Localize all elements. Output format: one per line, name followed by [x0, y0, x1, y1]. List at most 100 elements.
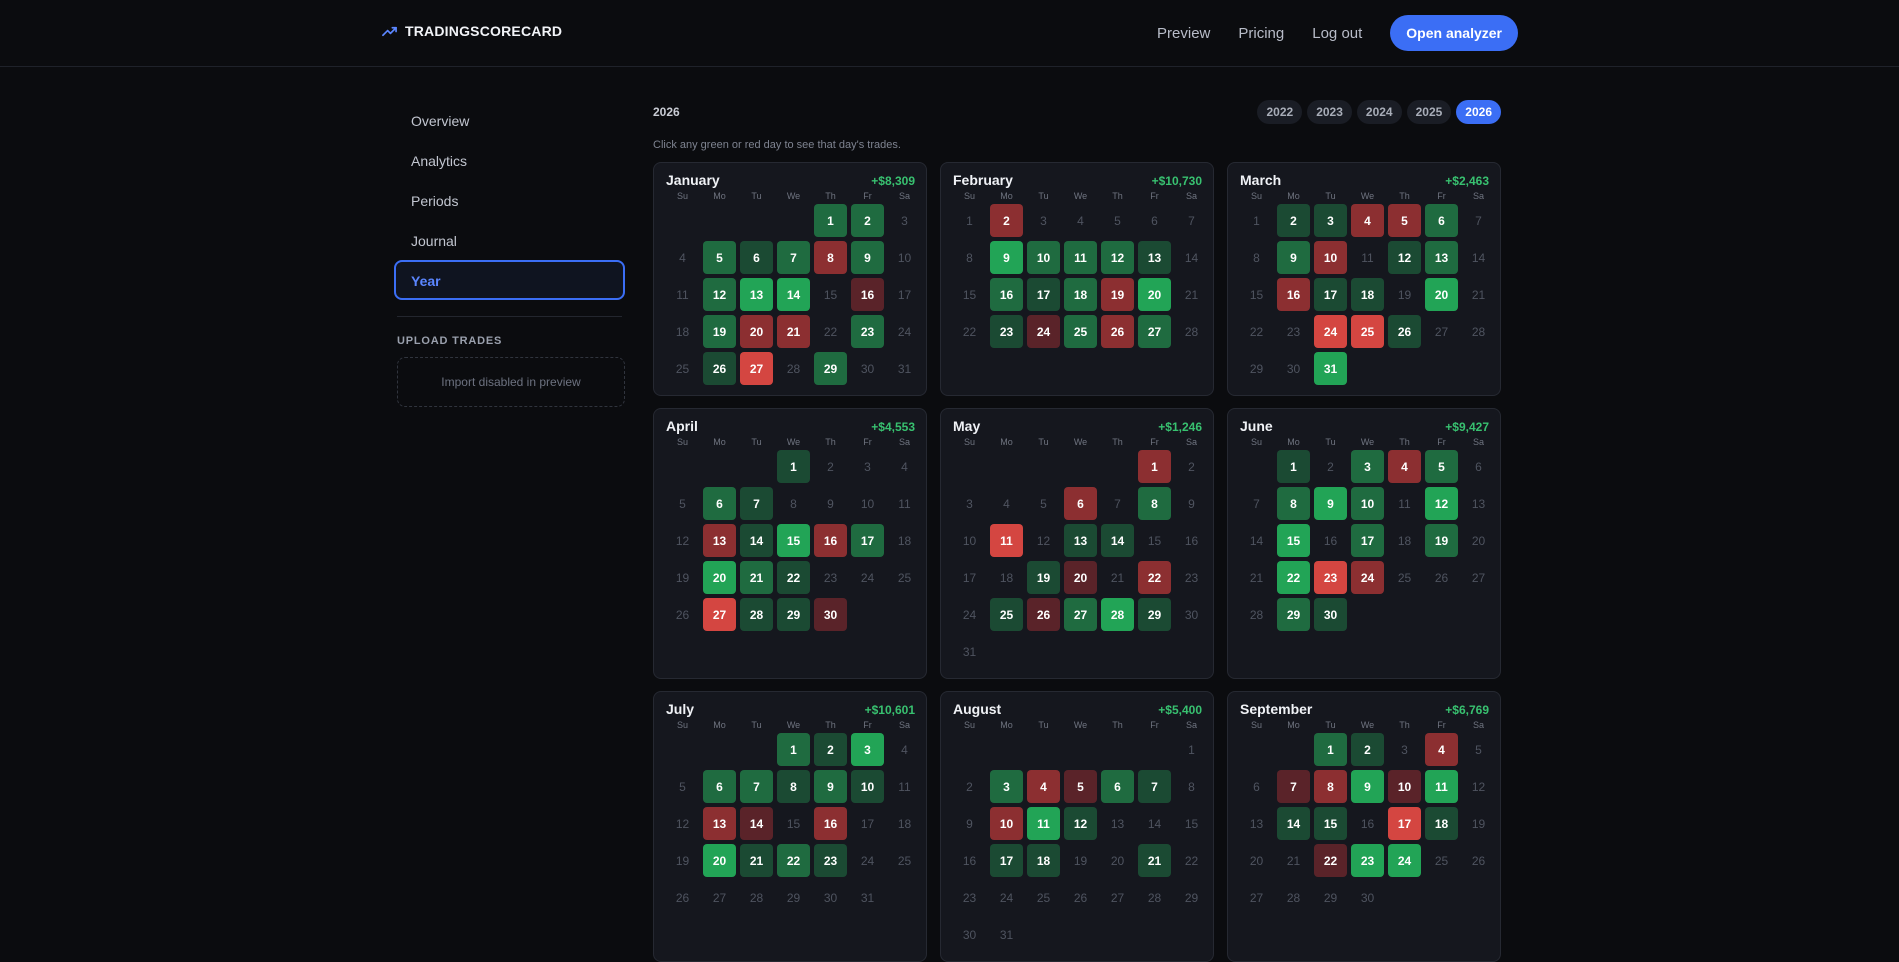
trade-day-cell[interactable]: 21 [777, 315, 810, 348]
trade-day-cell[interactable]: 26 [1027, 598, 1060, 631]
trade-day-cell[interactable]: 9 [851, 241, 884, 274]
trade-day-cell[interactable]: 7 [740, 487, 773, 520]
trade-day-cell[interactable]: 7 [740, 770, 773, 803]
trade-day-cell[interactable]: 1 [777, 450, 810, 483]
trade-day-cell[interactable]: 2 [990, 204, 1023, 237]
trade-day-cell[interactable]: 12 [1425, 487, 1458, 520]
trade-day-cell[interactable]: 28 [1101, 598, 1134, 631]
trade-day-cell[interactable]: 9 [1314, 487, 1347, 520]
trade-day-cell[interactable]: 29 [777, 598, 810, 631]
trade-day-cell[interactable]: 30 [1314, 598, 1347, 631]
trade-day-cell[interactable]: 5 [703, 241, 736, 274]
trade-day-cell[interactable]: 14 [740, 807, 773, 840]
trade-day-cell[interactable]: 10 [990, 807, 1023, 840]
trade-day-cell[interactable]: 29 [1277, 598, 1310, 631]
trade-day-cell[interactable]: 22 [1138, 561, 1171, 594]
trade-day-cell[interactable]: 15 [777, 524, 810, 557]
sidebar-item-analytics[interactable]: Analytics [411, 153, 468, 169]
trade-day-cell[interactable]: 10 [1351, 487, 1384, 520]
trade-day-cell[interactable]: 5 [1388, 204, 1421, 237]
trade-day-cell[interactable]: 13 [1425, 241, 1458, 274]
trade-day-cell[interactable]: 6 [1064, 487, 1097, 520]
year-pill-2026[interactable]: 2026 [1456, 100, 1501, 124]
trade-day-cell[interactable]: 8 [1277, 487, 1310, 520]
trade-day-cell[interactable]: 31 [1314, 352, 1347, 385]
trade-day-cell[interactable]: 28 [740, 598, 773, 631]
trade-day-cell[interactable]: 10 [1027, 241, 1060, 274]
trade-day-cell[interactable]: 9 [1351, 770, 1384, 803]
year-pill-2025[interactable]: 2025 [1406, 100, 1452, 124]
trade-day-cell[interactable]: 12 [1388, 241, 1421, 274]
trade-day-cell[interactable]: 10 [851, 770, 884, 803]
trade-day-cell[interactable]: 26 [703, 352, 736, 385]
trade-day-cell[interactable]: 13 [1138, 241, 1171, 274]
trade-day-cell[interactable]: 6 [740, 241, 773, 274]
trade-day-cell[interactable]: 25 [1351, 315, 1384, 348]
open-analyzer-button[interactable]: Open analyzer [1390, 15, 1518, 51]
trade-day-cell[interactable]: 2 [851, 204, 884, 237]
trade-day-cell[interactable]: 11 [1027, 807, 1060, 840]
trade-day-cell[interactable]: 2 [1277, 204, 1310, 237]
trade-day-cell[interactable]: 1 [814, 204, 847, 237]
trade-day-cell[interactable]: 22 [777, 844, 810, 877]
trade-day-cell[interactable]: 6 [703, 487, 736, 520]
trade-day-cell[interactable]: 20 [1425, 278, 1458, 311]
year-pill-2022[interactable]: 2022 [1257, 100, 1303, 124]
trade-day-cell[interactable]: 20 [740, 315, 773, 348]
trade-day-cell[interactable]: 16 [851, 278, 884, 311]
logo[interactable]: TRADINGSCORECARD [382, 23, 562, 39]
trade-day-cell[interactable]: 9 [1277, 241, 1310, 274]
sidebar-item-overview[interactable]: Overview [411, 113, 470, 129]
trade-day-cell[interactable]: 22 [777, 561, 810, 594]
trade-day-cell[interactable]: 15 [1277, 524, 1310, 557]
trade-day-cell[interactable]: 17 [1027, 278, 1060, 311]
trade-day-cell[interactable]: 7 [777, 241, 810, 274]
trade-day-cell[interactable]: 17 [990, 844, 1023, 877]
trade-day-cell[interactable]: 25 [990, 598, 1023, 631]
trade-day-cell[interactable]: 11 [990, 524, 1023, 557]
trade-day-cell[interactable]: 29 [814, 352, 847, 385]
trade-day-cell[interactable]: 4 [1425, 733, 1458, 766]
trade-day-cell[interactable]: 27 [1064, 598, 1097, 631]
trade-day-cell[interactable]: 9 [814, 770, 847, 803]
trade-day-cell[interactable]: 22 [1277, 561, 1310, 594]
trade-day-cell[interactable]: 23 [851, 315, 884, 348]
trade-day-cell[interactable]: 10 [1314, 241, 1347, 274]
trade-day-cell[interactable]: 21 [740, 844, 773, 877]
trade-day-cell[interactable]: 14 [1277, 807, 1310, 840]
trade-day-cell[interactable]: 4 [1351, 204, 1384, 237]
trade-day-cell[interactable]: 7 [1277, 770, 1310, 803]
trade-day-cell[interactable]: 3 [851, 733, 884, 766]
trade-day-cell[interactable]: 22 [1314, 844, 1347, 877]
trade-day-cell[interactable]: 10 [1388, 770, 1421, 803]
trade-day-cell[interactable]: 20 [1064, 561, 1097, 594]
trade-day-cell[interactable]: 8 [814, 241, 847, 274]
trade-day-cell[interactable]: 4 [1388, 450, 1421, 483]
trade-day-cell[interactable]: 14 [740, 524, 773, 557]
trade-day-cell[interactable]: 4 [1027, 770, 1060, 803]
trade-day-cell[interactable]: 8 [1314, 770, 1347, 803]
trade-day-cell[interactable]: 12 [1064, 807, 1097, 840]
trade-day-cell[interactable]: 17 [1314, 278, 1347, 311]
trade-day-cell[interactable]: 23 [990, 315, 1023, 348]
trade-day-cell[interactable]: 21 [1138, 844, 1171, 877]
sidebar-item-journal[interactable]: Journal [411, 233, 457, 249]
trade-day-cell[interactable]: 26 [1101, 315, 1134, 348]
trade-day-cell[interactable]: 23 [1351, 844, 1384, 877]
year-pill-2024[interactable]: 2024 [1356, 100, 1402, 124]
trade-day-cell[interactable]: 14 [777, 278, 810, 311]
trade-day-cell[interactable]: 27 [1138, 315, 1171, 348]
trade-day-cell[interactable]: 14 [1101, 524, 1134, 557]
trade-day-cell[interactable]: 12 [703, 278, 736, 311]
trade-day-cell[interactable]: 13 [703, 807, 736, 840]
trade-day-cell[interactable]: 19 [1027, 561, 1060, 594]
trade-day-cell[interactable]: 24 [1314, 315, 1347, 348]
trade-day-cell[interactable]: 5 [1425, 450, 1458, 483]
trade-day-cell[interactable]: 19 [1101, 278, 1134, 311]
trade-day-cell[interactable]: 3 [1351, 450, 1384, 483]
trade-day-cell[interactable]: 13 [703, 524, 736, 557]
trade-day-cell[interactable]: 24 [1388, 844, 1421, 877]
trade-day-cell[interactable]: 16 [814, 807, 847, 840]
trade-day-cell[interactable]: 27 [740, 352, 773, 385]
trade-day-cell[interactable]: 21 [740, 561, 773, 594]
